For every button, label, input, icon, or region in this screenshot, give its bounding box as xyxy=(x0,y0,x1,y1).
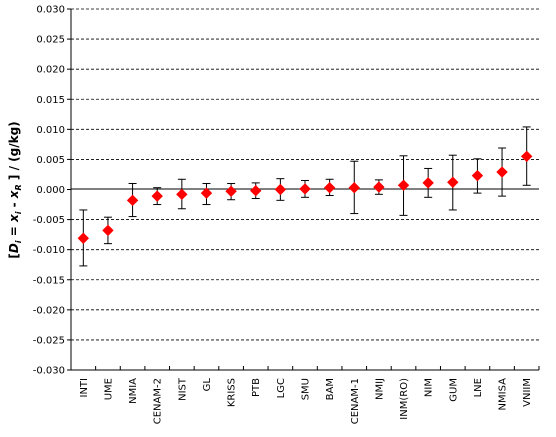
y-tick-label: -0.010 xyxy=(33,245,65,256)
y-axis-label: [Di = xi - xR ] / (g/kg) xyxy=(7,121,23,258)
ylabel-open: [ xyxy=(7,253,21,258)
data-point-bam xyxy=(323,181,336,194)
data-point-nmia xyxy=(126,194,139,207)
data-points xyxy=(77,150,533,244)
x-tick-label: INTI xyxy=(79,378,90,398)
x-tick-label: GUM xyxy=(448,378,459,402)
ylabel-x1-sub: i xyxy=(14,211,23,214)
y-tick-label: -0.030 xyxy=(33,366,65,377)
data-point-vniim xyxy=(520,150,533,163)
data-point-nmisa xyxy=(496,166,508,178)
ylabel-minus: - xyxy=(7,198,21,211)
data-point-lne xyxy=(471,169,484,182)
y-tick-label: 0.030 xyxy=(36,5,65,16)
ylabel-close: ] / (g/kg) xyxy=(7,121,21,184)
ylabel-x1: x xyxy=(7,213,21,223)
x-tick-label: NIST xyxy=(177,377,188,401)
y-tick-label: -0.015 xyxy=(33,275,65,286)
x-tick-label: VNIIM xyxy=(522,378,533,407)
data-point-gum xyxy=(447,176,459,188)
data-point-cenam-2 xyxy=(151,190,163,202)
data-point-inti xyxy=(77,232,90,244)
x-tick-label: NIM xyxy=(424,378,435,397)
data-point-ume xyxy=(102,224,114,237)
x-tick-label: LNE xyxy=(473,378,484,397)
y-tick-label: 0.025 xyxy=(36,35,65,46)
x-tick-label: NMISA xyxy=(498,378,509,411)
data-point-inm-ro xyxy=(397,179,410,191)
y-tick-label: 0.005 xyxy=(36,155,65,166)
y-tick-label: 0.020 xyxy=(36,65,65,76)
x-tick-label: INM(RO) xyxy=(399,378,410,420)
x-tick-label: SMU xyxy=(301,378,312,400)
data-point-cenam-1 xyxy=(348,181,360,194)
ylabel-x2: x xyxy=(7,189,21,199)
y-tick-label: -0.005 xyxy=(33,215,65,226)
data-point-nmij xyxy=(373,181,385,193)
y-tick-label: 0.000 xyxy=(36,185,65,196)
x-tick-label: UME xyxy=(103,378,114,400)
data-point-gl xyxy=(200,187,213,199)
y-tick-labels: 0.030 0.025 0.020 0.015 0.010 0.005 0.000 -0.00… xyxy=(33,5,65,377)
y-tick-label: 0.010 xyxy=(36,125,65,136)
x-tick-label: KRISS xyxy=(227,378,238,407)
x-tick-labels: INTI UME NMIA CENAM-2 NIST GL KRISS PTB LGC SMU BA… xyxy=(70,366,540,424)
y-tick-label: -0.025 xyxy=(33,335,65,346)
x-tick-label: NMIA xyxy=(128,378,139,404)
data-point-lgc xyxy=(274,183,287,196)
ylabel-x2-sub: R xyxy=(14,184,23,190)
ylabel-d: D xyxy=(7,243,21,253)
x-tick-label: CENAM-2 xyxy=(153,378,164,424)
x-tick-label: PTB xyxy=(251,378,262,397)
x-tick-label: CENAM-1 xyxy=(350,378,361,424)
x-tick-label: BAM xyxy=(325,378,336,400)
x-tick-label: GL xyxy=(202,378,213,392)
x-tick-label: NMIJ xyxy=(374,378,385,400)
data-point-ptb xyxy=(250,184,262,197)
data-point-kriss xyxy=(225,185,237,198)
ylabel-eq: = xyxy=(7,222,21,240)
data-point-nist xyxy=(176,188,188,201)
data-point-smu xyxy=(299,183,311,195)
y-tick-label: -0.020 xyxy=(33,305,65,316)
x-tick-label: LGC xyxy=(276,378,287,398)
data-point-nim xyxy=(422,177,434,189)
y-tick-label: 0.015 xyxy=(36,95,65,106)
ylabel-d-sub: i xyxy=(14,240,23,243)
